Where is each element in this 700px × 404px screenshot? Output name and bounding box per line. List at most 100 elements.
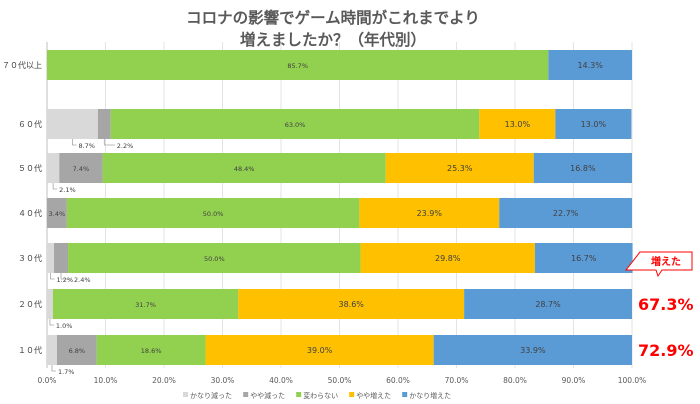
data-label: 18.6%: [141, 347, 162, 355]
bar-segment: [66, 198, 360, 228]
highlight-total: 72.9%: [638, 341, 694, 360]
data-label: 39.0%: [307, 346, 333, 355]
legend-swatch: [183, 392, 188, 397]
data-label: 13.0%: [581, 120, 607, 129]
bar-segment: [110, 109, 480, 139]
x-tick-label: 10.0%: [94, 376, 118, 385]
category-label: ７０代以上: [2, 60, 42, 70]
bar-segment: [479, 109, 556, 139]
callout-text: 増えた: [651, 255, 681, 268]
x-tick-label: 30.0%: [211, 376, 235, 385]
data-label: 13.0%: [505, 120, 531, 129]
x-tick-label: 0.0%: [37, 376, 56, 385]
legend-swatch: [296, 392, 302, 397]
legend-swatch: [402, 392, 408, 397]
legend-label: やや減った: [250, 391, 285, 400]
data-label: 1.7%: [58, 368, 75, 376]
x-tick-label: 60.0%: [386, 376, 410, 385]
data-label: 22.7%: [553, 209, 579, 218]
category-label: ２０代: [18, 299, 42, 309]
data-label: 33.9%: [520, 346, 546, 355]
data-label: 2.1%: [59, 186, 76, 194]
data-label: 28.7%: [535, 300, 561, 309]
bar-segment: [47, 243, 55, 273]
x-tick-label: 20.0%: [152, 376, 176, 385]
category-label: ６０代: [18, 119, 42, 129]
data-label: 6.8%: [69, 347, 86, 355]
legend-label: 変わらない: [303, 391, 338, 400]
x-tick-label: 90.0%: [562, 376, 586, 385]
bar-segment: [47, 109, 98, 139]
legend-label: かなり減った: [190, 391, 232, 400]
leader-line: [60, 273, 73, 280]
bar-segment: [47, 335, 57, 365]
data-label: 2.2%: [117, 142, 134, 150]
x-tick-label: 70.0%: [445, 376, 469, 385]
chart-title-line-2: 増えましたか？（年代別）: [239, 31, 426, 49]
highlight-total: 67.3%: [638, 295, 694, 314]
category-label: ５０代: [18, 163, 42, 173]
chart-title-line-1: コロナの影響でゲーム時間がこれまでより: [186, 9, 480, 27]
data-label: 1.2%: [57, 276, 74, 284]
category-label: ３０代: [18, 253, 42, 263]
leader-line: [72, 139, 77, 146]
data-label: 85.7%: [287, 62, 308, 70]
data-label: 14.3%: [577, 61, 603, 70]
legend-swatch: [243, 392, 249, 397]
bar-segment: [548, 50, 632, 80]
callout-box: [624, 251, 693, 278]
bar-segment: [499, 198, 632, 228]
bar-segment: [385, 153, 534, 183]
bar-segment: [102, 153, 386, 183]
bar-segment: [47, 153, 60, 183]
bar-segment: [97, 109, 111, 139]
leader-line: [103, 139, 115, 146]
data-label: 31.7%: [135, 301, 156, 309]
bar-segment: [47, 198, 67, 228]
category-label: １０代: [18, 345, 42, 355]
data-label: 7.4%: [73, 165, 90, 173]
legend-label: やや増えた: [356, 391, 391, 400]
bar-segment: [59, 153, 103, 183]
data-label: 48.4%: [234, 165, 255, 173]
bar-segment: [47, 289, 53, 319]
data-label: 1.0%: [56, 322, 73, 330]
data-label: 16.7%: [571, 254, 597, 263]
x-tick-label: 40.0%: [269, 376, 293, 385]
bar-segment: [52, 289, 239, 319]
leader-line: [52, 183, 58, 190]
bar-segment: [464, 289, 632, 319]
legend-swatch: [349, 392, 355, 397]
data-label: 3.4%: [49, 210, 66, 218]
bar-segment: [360, 243, 535, 273]
bar-segment: [68, 243, 361, 273]
category-label: ４０代: [18, 208, 42, 218]
x-tick-label: 100.0%: [618, 376, 647, 385]
data-label: 23.9%: [417, 209, 443, 218]
bar-segment: [534, 243, 633, 273]
leader-line: [50, 273, 55, 280]
bar-segment: [238, 289, 465, 319]
data-label: 25.3%: [447, 164, 473, 173]
bar-segment: [359, 198, 500, 228]
data-label: 50.0%: [203, 210, 224, 218]
bar-segment: [54, 243, 69, 273]
legend-label: かなり増えた: [409, 391, 451, 400]
leader-line: [49, 319, 54, 326]
data-label: 8.7%: [78, 142, 95, 150]
bar-segment: [47, 50, 549, 80]
data-label: 29.8%: [435, 254, 461, 263]
x-tick-label: 80.0%: [503, 376, 527, 385]
data-label: 63.0%: [285, 121, 306, 129]
bar-segment: [555, 109, 632, 139]
bar-segment: [96, 335, 206, 365]
data-label: 2.4%: [74, 276, 91, 284]
data-label: 50.0%: [204, 255, 225, 263]
x-tick-label: 50.0%: [328, 376, 352, 385]
data-label: 38.6%: [338, 300, 364, 309]
leader-line: [51, 365, 56, 372]
bar-segment: [433, 335, 632, 365]
bar-segment: [56, 335, 97, 365]
